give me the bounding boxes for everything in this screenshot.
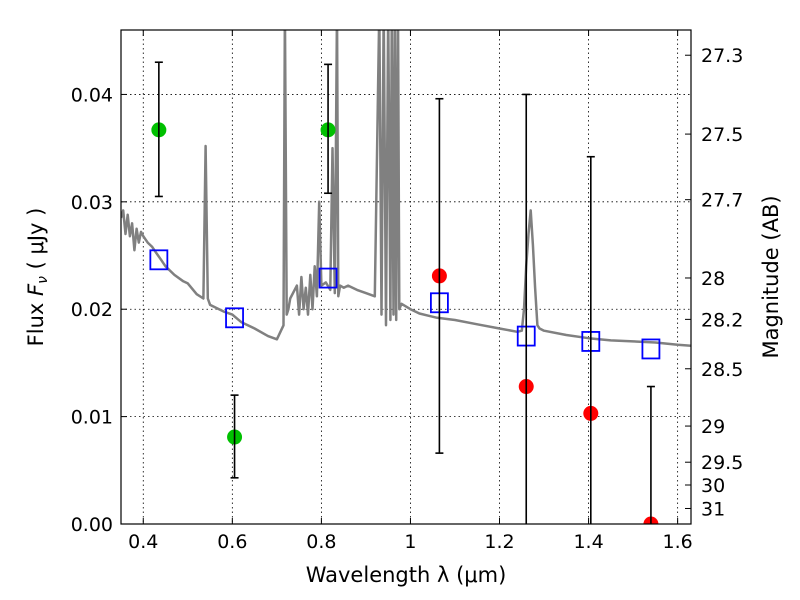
y-tick-label: 0.03 xyxy=(71,192,113,214)
axis-ticks: 0.4 0.6 0.8 1 1.2 1.4 1.6 0.00 0.01 0.02 0.03 0.04 2… xyxy=(71,30,743,553)
x-tick-label: 1.6 xyxy=(663,531,693,553)
y-tick-label: 0.02 xyxy=(71,299,113,321)
grid-lines xyxy=(121,30,691,525)
x-tick-label: 1.2 xyxy=(484,531,514,553)
mag-tick-label: 27.7 xyxy=(701,190,743,212)
mag-tick-label: 28 xyxy=(701,268,725,290)
y-tick-label: 0.01 xyxy=(71,407,113,429)
model-photometry-square xyxy=(641,338,661,360)
mag-tick-label: 28.2 xyxy=(701,309,743,331)
x-tick-label: 1 xyxy=(404,531,416,553)
model-sed-line xyxy=(121,30,691,347)
mag-tick-label: 27.3 xyxy=(701,45,743,67)
mag-tick-label: 31 xyxy=(701,498,725,520)
y2-axis-label: Magnitude (AB) xyxy=(759,195,783,358)
model-photometry-square xyxy=(318,267,338,289)
y-axis-label-suffix: ( μJy ) xyxy=(24,208,48,276)
y-axis-label-subscript: ν xyxy=(35,276,51,284)
mag-tick-label: 27.5 xyxy=(701,124,743,146)
y-tick-label: 0.04 xyxy=(71,84,113,106)
plot-area xyxy=(121,30,691,524)
x-tick-label: 1.4 xyxy=(573,531,603,553)
x-axis-label: Wavelength λ (μm) xyxy=(306,563,507,587)
mag-tick-label: 29.5 xyxy=(701,452,743,474)
y-axis-label: Flux Fν ( μJy ) xyxy=(24,208,51,347)
x-tick-label: 0.8 xyxy=(306,531,336,553)
y-axis-label-symbol: F xyxy=(24,283,48,296)
mag-tick-label: 29 xyxy=(701,416,725,438)
y-axis-label-prefix: Flux xyxy=(24,296,48,346)
model-photometry-square xyxy=(149,249,169,271)
mag-tick-label: 28.5 xyxy=(701,359,743,381)
x-tick-label: 0.6 xyxy=(217,531,247,553)
plot-frame xyxy=(120,29,692,525)
y-tick-label: 0.00 xyxy=(71,514,113,536)
model-photometry-square xyxy=(225,307,244,329)
x-tick-label: 0.4 xyxy=(128,531,158,553)
plot-data xyxy=(121,30,691,524)
mag-tick-label: 30 xyxy=(701,475,725,497)
